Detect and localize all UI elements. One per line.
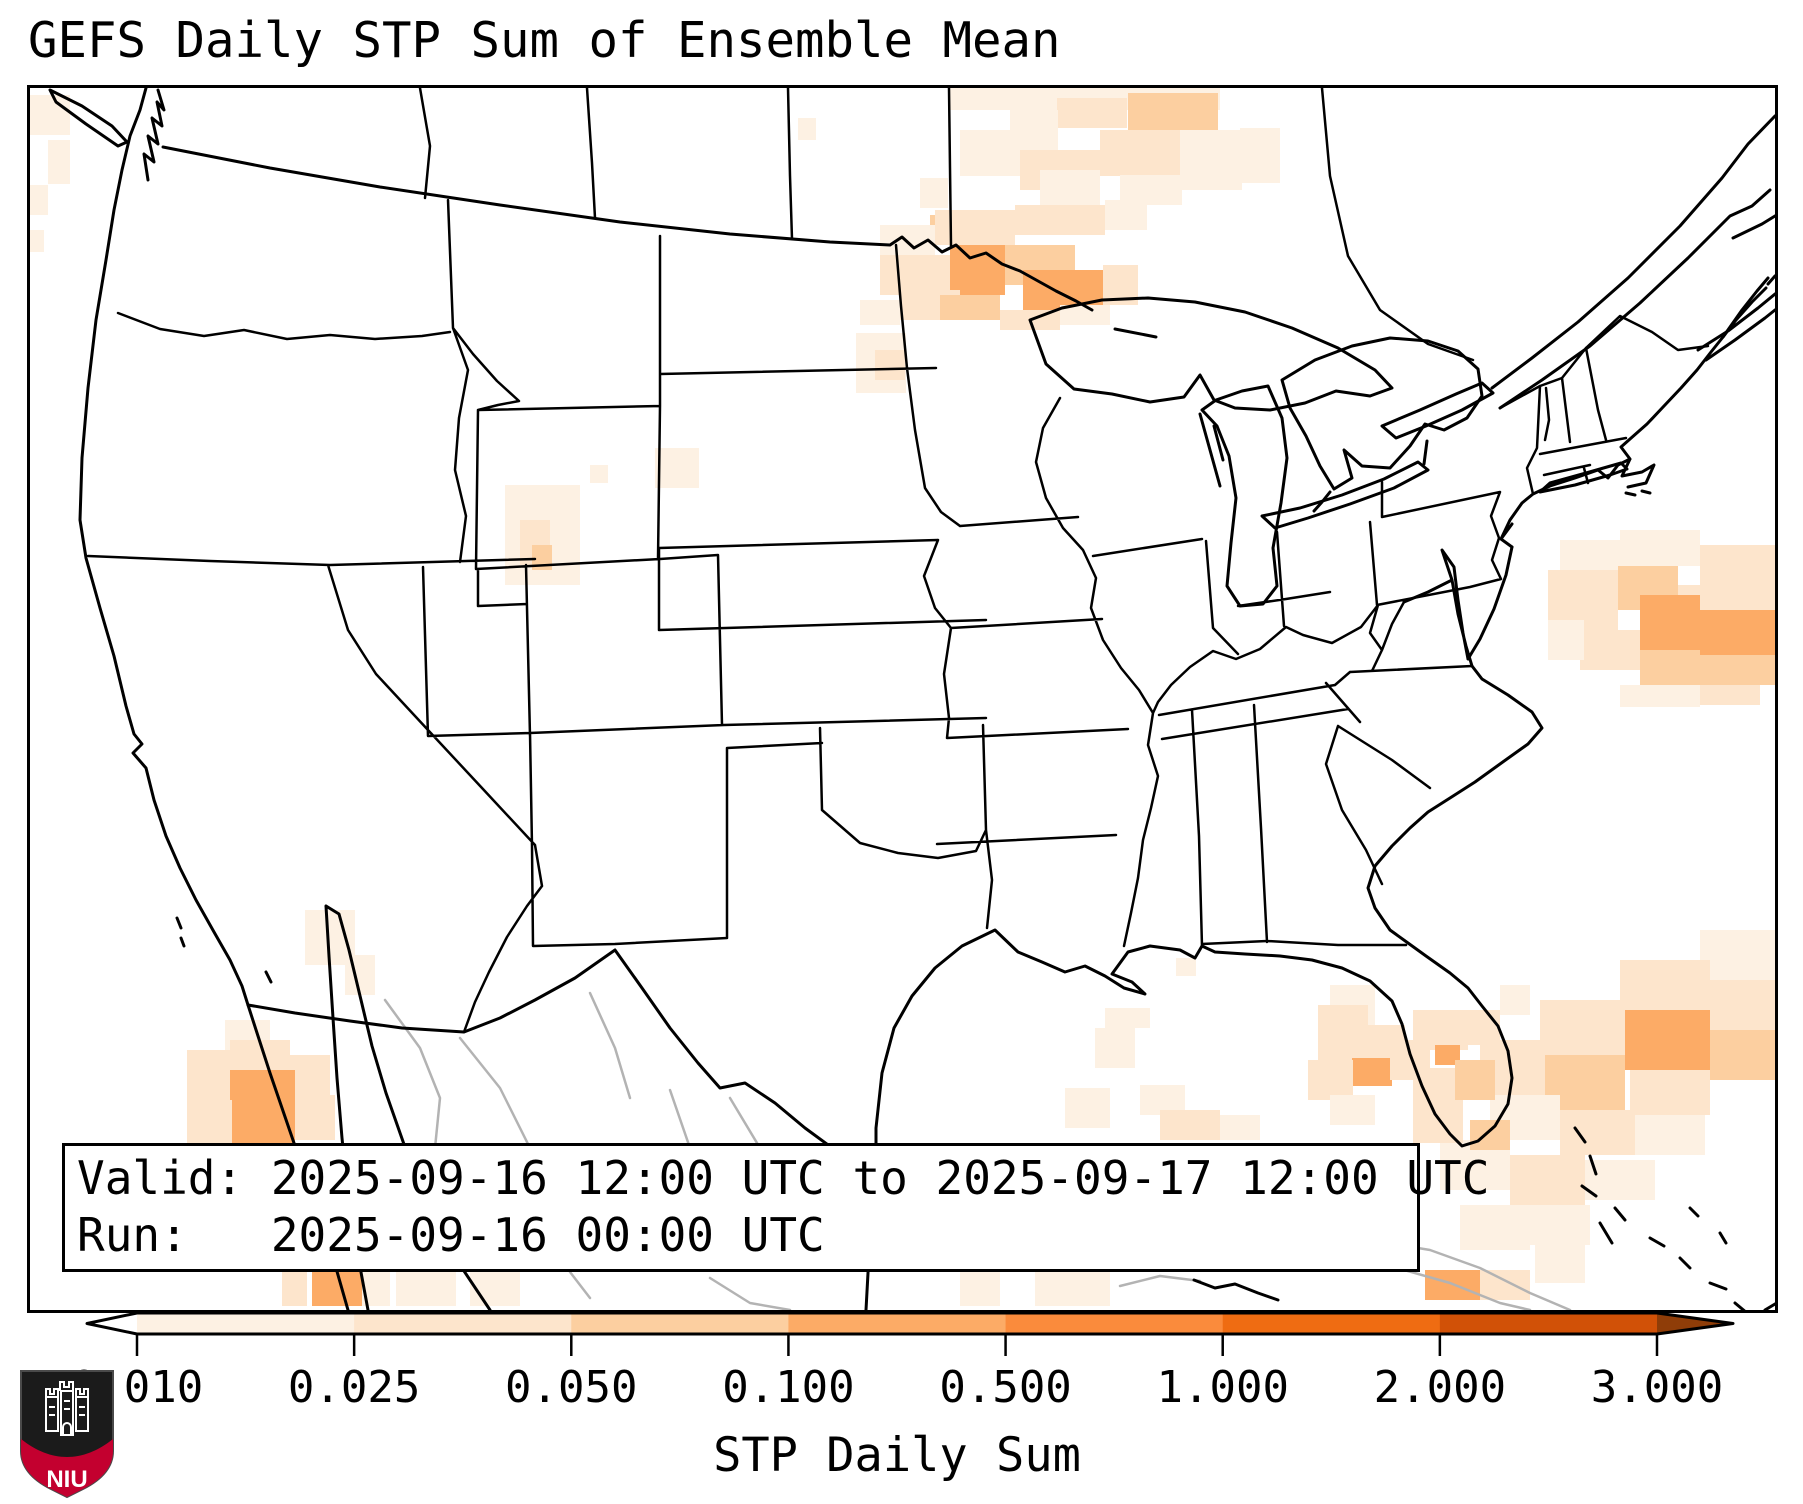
map-frame [27,85,1778,1313]
colorbar-tick-labels: 0.010 0.025 0.050 0.100 0.500 1.000 2.000 3.000 [71,1362,1723,1413]
svg-text:0.500: 0.500 [939,1362,1071,1413]
cuba-west-tip [1192,1278,1280,1302]
long-island [1538,461,1629,494]
colorbar-ticks [135,1334,1659,1356]
svg-text:3.000: 3.000 [1591,1362,1723,1413]
niu-castle-icon [45,1381,89,1436]
northeast-coast [1499,276,1770,549]
canada-border-paths [161,88,1588,410]
st-lawrence-maritimes [1490,114,1775,410]
gulf-atlantic-coast [874,664,1544,1185]
us-mexico-border-path [246,948,878,1185]
niu-logo-text: NIU [46,1466,87,1493]
niu-logo: NIU [20,1370,114,1499]
run-time-text: Run: 2025-09-16 00:00 UTC [77,1208,825,1262]
svg-text:0.025: 0.025 [288,1362,420,1413]
svg-text:0.100: 0.100 [722,1362,854,1413]
vancouver-island [48,88,129,148]
lake-ontario [1380,381,1495,440]
state-border-paths [86,198,1710,1034]
lake-erie [1260,439,1430,530]
great-lakes-paths [1028,296,1495,608]
svg-text:2.000: 2.000 [1374,1362,1506,1413]
info-box: Valid: 2025-09-16 12:00 UTC to 2025-09-1… [62,1143,1490,1272]
pacific-coast [78,88,250,1007]
colorbar-svg: 0.010 0.025 0.050 0.100 0.500 1.000 2.000 3.000 [71,1311,1735,1413]
puget-sound [142,88,166,182]
niu-shield-red-band [21,1439,113,1497]
lake-superior [1028,296,1394,412]
colorbar-axis-label: STP Daily Sum [713,1428,1081,1483]
valid-time-text: Valid: 2025-09-16 12:00 UTC to 2025-09-1… [77,1151,1490,1205]
lake-michigan [1198,384,1289,608]
svg-text:1.000: 1.000 [1156,1362,1288,1413]
bahamas-islands [1573,1126,1775,1310]
us-canada-border [161,145,1094,312]
page-title: GEFS Daily STP Sum of Ensemble Mean [28,12,1061,69]
province-borders [418,88,1588,410]
chesapeake-delmarva [1402,545,1514,668]
colorbar-segments [87,1313,1733,1334]
map-svg [30,88,1775,1310]
colorbar: 0.010 0.025 0.050 0.100 0.500 1.000 2.000 3.000 [0,1300,1803,1500]
svg-text:0.050: 0.050 [505,1362,637,1413]
coastline-paths [48,88,1775,1310]
pacific-islands [175,916,336,1159]
